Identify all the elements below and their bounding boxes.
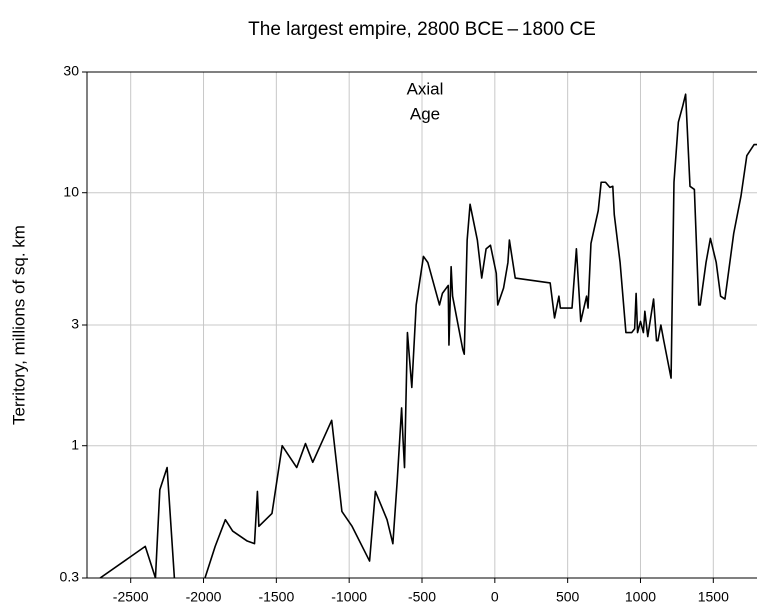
x-tick-label: 0 [491,589,499,605]
x-tick-label: 1500 [698,589,729,605]
x-tick-label: -2000 [186,589,222,605]
y-tick-label: 10 [63,183,79,199]
y-axis-label: Territory, millions of sq. km [9,225,28,425]
x-tick-label: -500 [408,589,436,605]
y-tick-label: 30 [63,63,79,79]
x-tick-label: 500 [556,589,580,605]
chart-title: The largest empire, 2800 BCE – 1800 CE [248,19,596,40]
x-tick-label: 1000 [625,589,656,605]
y-tick-label: 0.3 [60,569,80,585]
annotation: Axial [407,79,444,98]
data-line [99,93,757,578]
x-tick-label: -2500 [113,589,149,605]
y-tick-label: 1 [71,436,79,452]
x-tick-label: -1000 [331,589,367,605]
grid [87,71,757,579]
x-tick-label: -1500 [258,589,294,605]
y-tick-label: 3 [71,316,79,332]
annotation: Age [410,104,440,123]
